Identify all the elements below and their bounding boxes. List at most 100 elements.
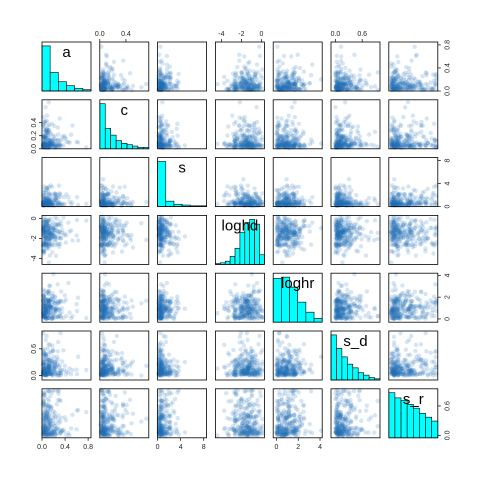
scatter-point [157, 86, 162, 92]
scatter-point [401, 139, 407, 144]
scatter-point [282, 83, 288, 88]
scatter-point [318, 141, 324, 146]
scatter-point [158, 73, 164, 78]
scatter-point [164, 87, 170, 92]
scatter-point [372, 84, 378, 89]
scatter-point [429, 136, 434, 141]
scatter-point [292, 114, 298, 120]
scatter-point [118, 222, 124, 228]
scatter-point [99, 75, 104, 80]
scatter-point [431, 184, 437, 190]
scatter-point [100, 69, 105, 74]
scatter-point [307, 223, 312, 229]
scatter-point [103, 87, 108, 92]
scatter-point [102, 81, 107, 87]
scatter-point [334, 132, 339, 137]
panel-s-s_r [388, 157, 439, 208]
panel-c-s_d [330, 99, 381, 150]
scatter-point [120, 200, 125, 205]
scatter-point [291, 70, 296, 75]
scatter-point [255, 86, 261, 92]
panel-c-s [156, 99, 208, 150]
scatter-point [409, 127, 414, 133]
scatter-point [106, 73, 112, 78]
scatter-point [99, 44, 104, 49]
histogram-bar [234, 248, 241, 265]
scatter-point [74, 217, 80, 223]
scatter-point [419, 119, 424, 125]
scatter-point [100, 87, 105, 92]
scatter-point [236, 123, 242, 128]
scatter-point [102, 85, 108, 91]
scatter-point [342, 100, 348, 105]
scatter-point [157, 86, 163, 92]
scatter-point [158, 65, 163, 71]
scatter-point [342, 193, 347, 199]
scatter-point [99, 83, 104, 88]
scatter-point [75, 238, 81, 243]
scatter-point [157, 85, 163, 90]
scatter-point [281, 185, 287, 190]
scatter-point [396, 132, 401, 137]
scatter-point [280, 260, 285, 265]
scatter-point [159, 123, 164, 129]
scatter-point [353, 141, 358, 146]
scatter-point [412, 44, 417, 49]
scatter-point [286, 195, 292, 200]
scatter-point [104, 64, 109, 69]
scatter-point [99, 82, 104, 87]
scatter-point [117, 84, 122, 89]
scatter-point [275, 132, 280, 137]
scatter-point [342, 141, 347, 147]
scatter-point [119, 249, 125, 254]
scatter-point [366, 237, 371, 243]
scatter-point [286, 113, 291, 118]
scatter-point [353, 235, 359, 240]
scatter-point [107, 84, 113, 89]
scatter-point [165, 70, 170, 75]
scatter-point [241, 76, 246, 81]
scatter-point [120, 58, 126, 63]
scatter-point [248, 144, 254, 150]
scatter-point [157, 215, 163, 220]
scatter-point [102, 86, 108, 91]
scatter-point [176, 80, 182, 85]
scatter-point [340, 260, 345, 265]
panel-a-a: a [41, 41, 92, 92]
scatter-point [157, 83, 163, 88]
scatter-point [425, 186, 430, 192]
panel-frame [41, 41, 92, 92]
scatter-point [401, 114, 406, 120]
scatter-point [348, 81, 353, 86]
scatter-point [293, 64, 298, 70]
scatter-point [103, 82, 108, 87]
scatter-point [294, 222, 299, 227]
scatter-point [395, 74, 400, 80]
scatter-point [398, 123, 403, 129]
scatter-point [280, 61, 285, 66]
scatter-point [157, 115, 162, 120]
scatter-point [125, 83, 130, 89]
scatter-point [292, 244, 298, 249]
scatter-point [237, 115, 242, 120]
scatter-point [405, 100, 411, 105]
scatter-point [358, 87, 364, 93]
scatter-point [420, 73, 425, 79]
scatter-point [245, 183, 251, 188]
scatter-point [287, 186, 292, 191]
scatter-point [106, 78, 111, 84]
scatter-point [70, 238, 75, 243]
scatter-point [409, 142, 414, 147]
scatter-point [171, 84, 177, 89]
scatter-point [168, 71, 174, 76]
scatter-point [53, 193, 59, 199]
panel-loghd-c [98, 214, 150, 265]
scatter-point [124, 85, 129, 90]
scatter-point [158, 81, 164, 86]
scatter-point [144, 81, 149, 87]
scatter-point [110, 234, 116, 239]
scatter-point [119, 86, 125, 91]
scatter-point [173, 83, 179, 89]
scatter-point [66, 220, 71, 225]
scatter-point [46, 199, 52, 204]
